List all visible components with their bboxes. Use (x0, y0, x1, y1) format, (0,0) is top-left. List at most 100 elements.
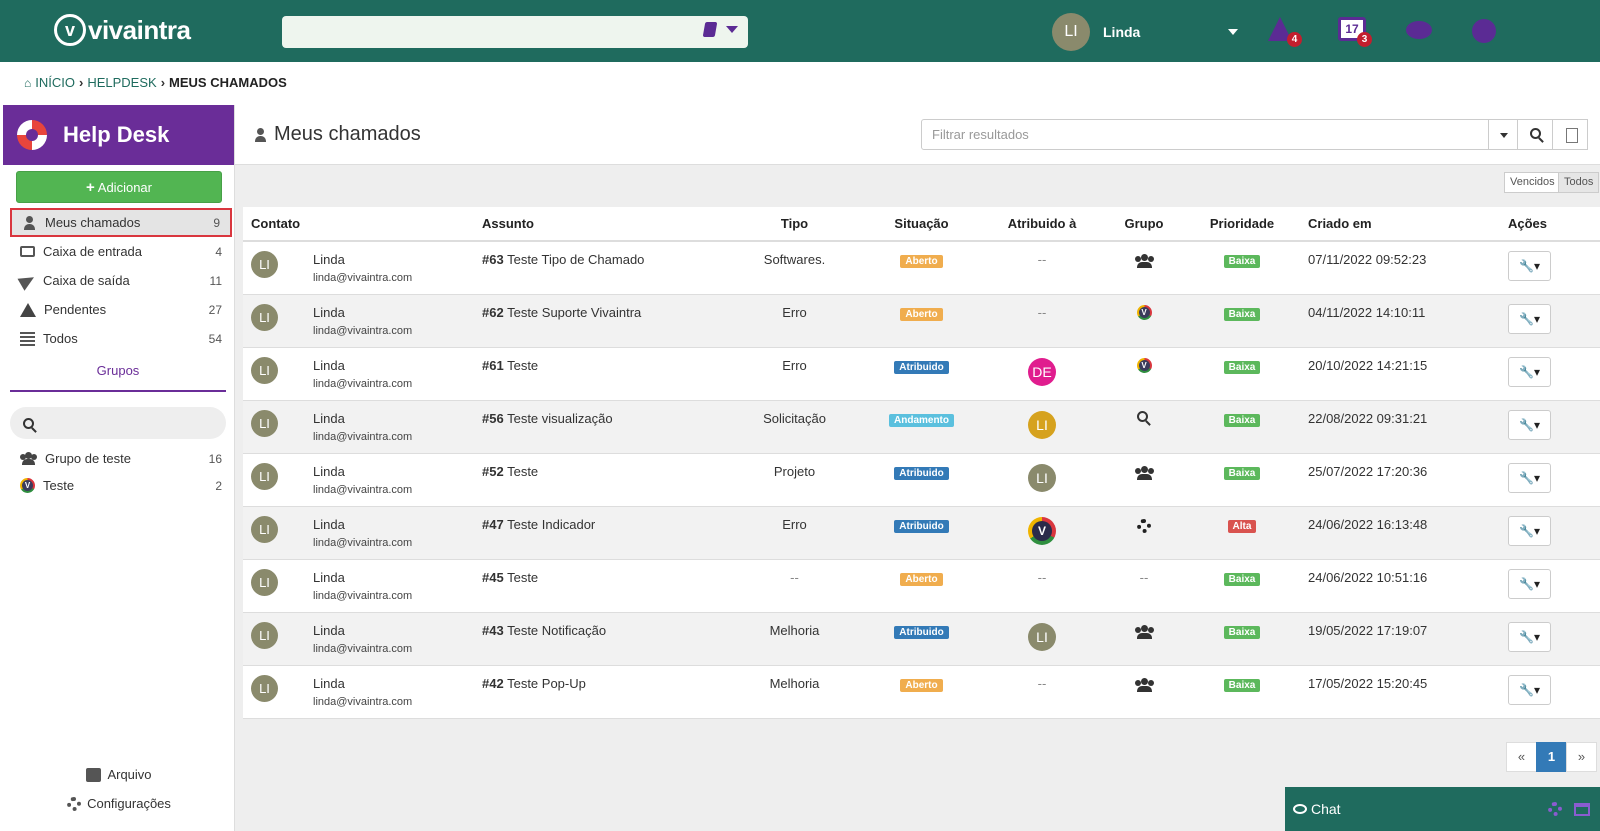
subject-cell[interactable]: #42 Teste Pop-Up (474, 665, 726, 719)
archive-link[interactable]: Arquivo (3, 760, 235, 789)
vivaintra-logo[interactable]: v vivaintra (54, 14, 191, 46)
ticket-id: #56 (482, 410, 504, 426)
column-header[interactable]: Grupo (1104, 207, 1184, 242)
actions-button[interactable]: 🔧▾ (1508, 462, 1551, 493)
ticket-subject[interactable]: Teste Pop-Up (507, 675, 586, 691)
subject-cell[interactable]: #61 Teste (474, 347, 726, 401)
subject-cell[interactable]: #52 Teste (474, 453, 726, 507)
filter-input[interactable] (921, 119, 1489, 150)
contact-avatar: LI (251, 568, 278, 596)
search-scope-selector[interactable] (702, 22, 738, 37)
tab-grupos[interactable]: Grupos (10, 363, 226, 392)
table-row[interactable]: LI Linda linda@vivaintra.com #62 Teste Supo… (243, 294, 1600, 348)
subject-cell[interactable]: #63 Teste Tipo de Chamado (474, 241, 726, 295)
toggle-todos[interactable]: Todos (1558, 172, 1600, 193)
status-cell: Atribuido (863, 453, 980, 507)
column-header: Ações (1500, 207, 1600, 242)
settings-link[interactable]: Configurações (3, 789, 235, 818)
ticket-subject[interactable]: Teste (507, 463, 539, 479)
nav-item-meus-chamados[interactable]: Meus chamados 9 (10, 208, 232, 237)
priority-badge: Baixa (1223, 413, 1261, 427)
table-row[interactable]: LI Linda linda@vivaintra.com #52 Teste Proje… (243, 453, 1600, 507)
book-icon (702, 22, 718, 37)
subject-cell[interactable]: #56 Teste visualização (474, 400, 726, 454)
column-header[interactable]: Criado em (1300, 207, 1500, 242)
actions-button[interactable]: 🔧▾ (1508, 568, 1551, 599)
window-icon[interactable] (1574, 802, 1590, 816)
subject-cell[interactable]: #43 Teste Notificação (474, 612, 726, 666)
column-header[interactable]: Tipo (726, 207, 863, 242)
chat-bar[interactable]: Chat (1285, 787, 1600, 831)
toggle-vencidos[interactable]: Vencidos (1504, 172, 1561, 193)
pagination-next[interactable]: » (1566, 742, 1597, 772)
actions-button[interactable]: 🔧▾ (1508, 409, 1551, 440)
nav-item-pendentes[interactable]: Pendentes 27 (10, 295, 232, 324)
assignee-avatar[interactable]: DE (1028, 357, 1056, 386)
assignee-avatar[interactable] (1028, 516, 1056, 545)
actions-button[interactable]: 🔧▾ (1508, 515, 1551, 546)
nav-item-caixa-de-saida[interactable]: Caixa de saída 11 (10, 266, 232, 295)
group-cell: -- (1104, 559, 1184, 613)
table-row[interactable]: LI Linda linda@vivaintra.com #56 Teste visu… (243, 400, 1600, 454)
created-date: 19/05/2022 17:19:07 (1308, 622, 1428, 638)
breadcrumb-helpdesk[interactable]: HELPDESK (87, 75, 157, 90)
nav-item-label: Caixa de saída (43, 273, 130, 288)
gear-icon[interactable] (1548, 802, 1562, 816)
ticket-subject[interactable]: Teste Notificação (507, 622, 607, 638)
user-menu-caret-icon[interactable] (1228, 29, 1238, 35)
globe-button[interactable] (1472, 15, 1502, 45)
filter-dropdown-button[interactable] (1488, 119, 1518, 150)
ticket-subject[interactable]: Teste Indicador (507, 516, 596, 532)
ticket-subject[interactable]: Teste visualização (507, 410, 613, 426)
table-row[interactable]: LI Linda linda@vivaintra.com #63 Teste Tipo… (243, 241, 1600, 295)
export-excel-button[interactable] (1552, 119, 1588, 150)
actions-button[interactable]: 🔧▾ (1508, 674, 1551, 705)
actions-button[interactable]: 🔧▾ (1508, 621, 1551, 652)
table-row[interactable]: LI Linda linda@vivaintra.com #45 Teste -- Abe… (243, 559, 1600, 613)
actions-button[interactable]: 🔧▾ (1508, 356, 1551, 387)
column-header[interactable]: Assunto (474, 207, 726, 242)
nav-item-todos[interactable]: Todos 54 (10, 324, 232, 353)
pagination-prev[interactable]: « (1506, 742, 1537, 772)
contact-email: linda@vivaintra.com (313, 377, 413, 390)
actions-button[interactable]: 🔧▾ (1508, 251, 1551, 281)
global-search-input[interactable] (282, 16, 748, 48)
assignee-avatar[interactable]: LI (1028, 622, 1056, 651)
actions-button[interactable]: 🔧▾ (1508, 303, 1551, 334)
ticket-subject[interactable]: Teste (507, 569, 539, 585)
priority-badge: Baixa (1223, 572, 1261, 586)
breadcrumb-inicio[interactable]: INÍCIO (35, 75, 75, 90)
ticket-subject[interactable]: Teste (507, 357, 539, 373)
nav-item-count: 27 (208, 302, 222, 317)
nav-item-caixa-de-entrada[interactable]: Caixa de entrada 4 (10, 237, 232, 266)
subject-cell[interactable]: #62 Teste Suporte Vivaintra (474, 294, 726, 348)
column-header[interactable]: Atribuido à (980, 207, 1104, 242)
calendar-button[interactable]: 17 3 (1338, 15, 1372, 47)
ticket-subject[interactable]: Teste Suporte Vivaintra (507, 304, 642, 320)
subject-cell[interactable]: #47 Teste Indicador (474, 506, 726, 560)
add-ticket-button[interactable]: + Adicionar (16, 171, 222, 203)
messages-button[interactable] (1406, 15, 1436, 45)
assignee-avatar[interactable]: LI (1028, 410, 1056, 439)
filter-search-button[interactable] (1517, 119, 1553, 150)
column-header[interactable]: Situação (863, 207, 980, 242)
assignee-avatar[interactable]: LI (1028, 463, 1056, 492)
group-search-input[interactable] (10, 407, 226, 439)
user-name[interactable]: Linda (1103, 24, 1141, 40)
ticket-subject[interactable]: Teste Tipo de Chamado (507, 252, 645, 267)
alerts-button[interactable]: 4 (1268, 15, 1302, 47)
table-row[interactable]: LI Linda linda@vivaintra.com #42 Teste Pop-… (243, 665, 1600, 719)
column-header[interactable]: Contato (243, 207, 474, 242)
table-row[interactable]: LI Linda linda@vivaintra.com #47 Teste Indi… (243, 506, 1600, 560)
subject-cell[interactable]: #45 Teste (474, 559, 726, 613)
group-item-grupo-de-teste[interactable]: Grupo de teste 16 (10, 445, 232, 472)
column-header[interactable]: Prioridade (1184, 207, 1300, 242)
table-row[interactable]: LI Linda linda@vivaintra.com #61 Teste Erro A… (243, 347, 1600, 401)
pagination-page-1[interactable]: 1 (1536, 742, 1567, 772)
user-avatar[interactable]: LI (1052, 13, 1090, 51)
table-row[interactable]: LI Linda linda@vivaintra.com #43 Teste Noti… (243, 612, 1600, 666)
nav-item-label: Todos (43, 331, 78, 346)
contact-name: Linda (313, 463, 345, 479)
ticket-type: Erro (782, 304, 807, 320)
group-item-teste[interactable]: Teste 2 (10, 472, 232, 499)
